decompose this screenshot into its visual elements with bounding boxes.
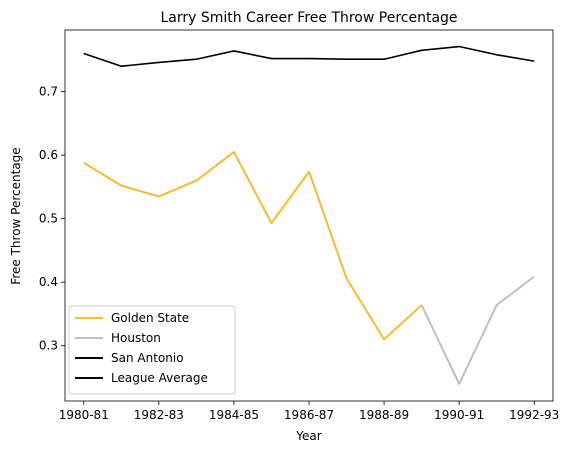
x-axis-label: Year [295, 429, 321, 443]
legend-label-0: Golden State [111, 311, 189, 325]
x-tick-label-2: 1984-85 [209, 408, 259, 422]
legend-label-2: San Antonio [111, 351, 184, 365]
series-line-3 [83, 45, 535, 68]
y-tick-label-4: 0.7 [39, 85, 58, 99]
series-line-0 [83, 150, 423, 341]
y-tick-label-2: 0.5 [39, 212, 58, 226]
legend-box [68, 305, 236, 395]
series-line-1 [420, 275, 535, 385]
x-tick-label-3: 1986-87 [284, 408, 334, 422]
chart-title: Larry Smith Career Free Throw Percentage [160, 10, 457, 26]
y-axis: 0.3 0.4 0.5 0.6 0.7 [39, 85, 65, 353]
legend: Golden State Houston San Antonio League Ave… [68, 305, 236, 395]
x-tick-label-1: 1982-83 [134, 408, 184, 422]
x-tick-label-0: 1980-81 [59, 408, 109, 422]
y-tick-label-0: 0.3 [39, 339, 58, 353]
legend-label-1: Houston [111, 331, 161, 345]
x-tick-label-6: 1992-93 [509, 408, 559, 422]
y-tick-label-1: 0.4 [39, 275, 58, 289]
x-tick-label-4: 1988-89 [359, 408, 409, 422]
y-axis-label: Free Throw Percentage [9, 147, 23, 284]
legend-label-3: League Average [111, 371, 208, 385]
x-tick-label-5: 1990-91 [434, 408, 484, 422]
y-tick-label-3: 0.6 [39, 148, 58, 162]
x-axis: 1980-81 1982-83 1984-85 1986-87 1988-89 1990-… [59, 401, 559, 422]
